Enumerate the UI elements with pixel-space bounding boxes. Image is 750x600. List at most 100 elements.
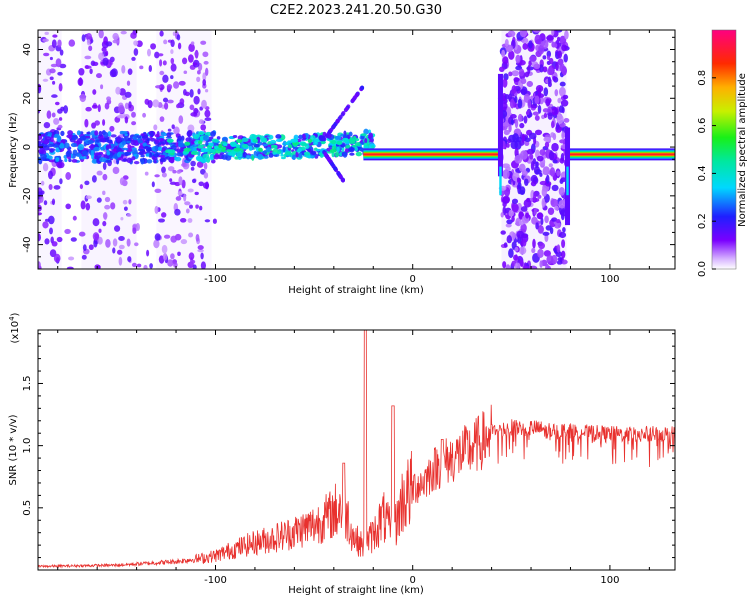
spectrogram-cell [51, 241, 58, 247]
spectrogram-cell [89, 68, 93, 75]
spectrogram-cell [551, 30, 555, 36]
spectrogram-cell [542, 231, 550, 236]
spectrogram-cell [517, 98, 523, 109]
spectrogram-cell [159, 59, 163, 67]
spectrogram-cell [43, 52, 50, 57]
spectrogram-cell [137, 140, 144, 144]
spectrogram-cell [335, 118, 340, 124]
spectrogram-cell [509, 98, 515, 109]
spectrogram-cell [162, 97, 169, 103]
spectrogram-cell [344, 106, 349, 112]
spectrogram-cell [126, 140, 131, 144]
spectrogram-cell [119, 177, 125, 186]
spectrogram-cell [105, 239, 111, 248]
spectrogram-cell [131, 262, 137, 268]
spectrogram-cell [154, 233, 161, 241]
spectrogram-cell [79, 184, 84, 190]
spectrogram-cell [42, 78, 49, 82]
spectrogram-cell [44, 238, 50, 245]
spectrogram-cell [181, 57, 188, 65]
spectrogram-cell [135, 222, 140, 232]
spectrogram-x-axis: -100 0 100 [57, 30, 650, 285]
snr-chart: -100 0 100 0.5 1.0 1.5 Height of straight li… [8, 312, 676, 596]
spectrogram-cell [551, 184, 559, 192]
spectrogram-cell [197, 88, 201, 95]
spectrogram-cell [55, 157, 60, 162]
spectrogram-cell [159, 157, 167, 163]
spectrogram-cell [106, 150, 111, 156]
spectrogram-cell [131, 147, 137, 150]
spectrogram-cell [284, 151, 292, 156]
spectrogram-cell [248, 145, 253, 151]
spectrogram-cell [534, 129, 543, 136]
spectrogram-cell [59, 49, 64, 56]
spectrogram-cell [165, 136, 172, 139]
spectrogram-cell [562, 94, 569, 100]
spectrogram-cell [528, 40, 533, 49]
spectrogram-cell [112, 32, 119, 40]
spectrogram-cell [195, 233, 200, 242]
spectrogram-cell [94, 130, 99, 136]
snr-y-axis: 0.5 1.0 1.5 [22, 333, 675, 559]
spectrogram-cell [109, 69, 117, 78]
spectrogram-cell [225, 149, 233, 153]
spectrogram-cell [44, 31, 49, 36]
spectrogram-cell [80, 200, 86, 210]
spectrogram-cell [104, 196, 111, 203]
spectrogram-cell [548, 163, 554, 168]
colorbar-label: Normalized spectral amplitude [737, 73, 748, 227]
spectrogram-cell [143, 264, 148, 269]
spectrogram-cell [99, 138, 106, 143]
colorbar-tick-label: 0.2 [697, 213, 708, 229]
spectrogram-cell [516, 230, 525, 239]
spectrogram-cell [174, 156, 178, 160]
spectrogram-cell [40, 180, 45, 186]
spectrogram-cell [81, 34, 86, 42]
spectrogram-cell [195, 204, 199, 209]
spectrogram-cell [558, 231, 567, 239]
spectrogram-cell [222, 142, 227, 147]
spectrogram-cell [537, 194, 542, 199]
spectrogram-cell [93, 238, 98, 248]
spectrogram-cell [213, 154, 220, 160]
spectrogram-cell [549, 66, 553, 76]
spectrogram-cell [102, 162, 107, 170]
spectrogram-cell [550, 120, 555, 129]
spectrogram-cell [176, 148, 181, 154]
spectrogram-cell [232, 134, 238, 139]
spectrogram-cell [68, 256, 75, 261]
snr-x-tick-label: -100 [204, 575, 227, 586]
spectrogram-cell [78, 68, 85, 76]
spectrogram-cell [132, 224, 137, 228]
spectrogram-cell [330, 162, 335, 167]
spectrogram-cell [140, 154, 145, 158]
spectrogram-cell [79, 93, 87, 103]
spectrogram-cell [84, 65, 90, 69]
spectrogram-cell [229, 141, 237, 146]
spectrogram-cell [146, 48, 152, 57]
spectrogram-cell [172, 169, 177, 174]
spectrogram-cell [537, 104, 542, 114]
spectrogram-cell [167, 166, 175, 172]
spectrogram-cell [92, 232, 100, 241]
spectrogram-cell [39, 195, 44, 203]
spectrogram-cell [176, 169, 182, 174]
spectrogram-cell [79, 135, 87, 141]
spectrogram-cell [67, 130, 74, 136]
spectrogram-cell [547, 112, 553, 120]
spectrogram-cell [526, 197, 531, 203]
spectrogram-cell [333, 166, 338, 171]
spectrogram-cell [504, 39, 509, 47]
spectrogram-cell [502, 122, 510, 127]
spectrogram-cell [178, 115, 184, 124]
spectrogram-cell [153, 160, 157, 164]
spectrogram-cell [161, 212, 167, 218]
spectrogram-cell [204, 89, 209, 93]
spectrogram-cell [189, 204, 193, 209]
spectrogram-cell [97, 236, 103, 245]
spectrogram-cell [533, 207, 537, 216]
spectrogram-cell [236, 138, 243, 143]
spectrogram-cell [241, 137, 249, 142]
spectrogram-cell [122, 199, 128, 205]
spectrogram-cell [85, 202, 91, 211]
